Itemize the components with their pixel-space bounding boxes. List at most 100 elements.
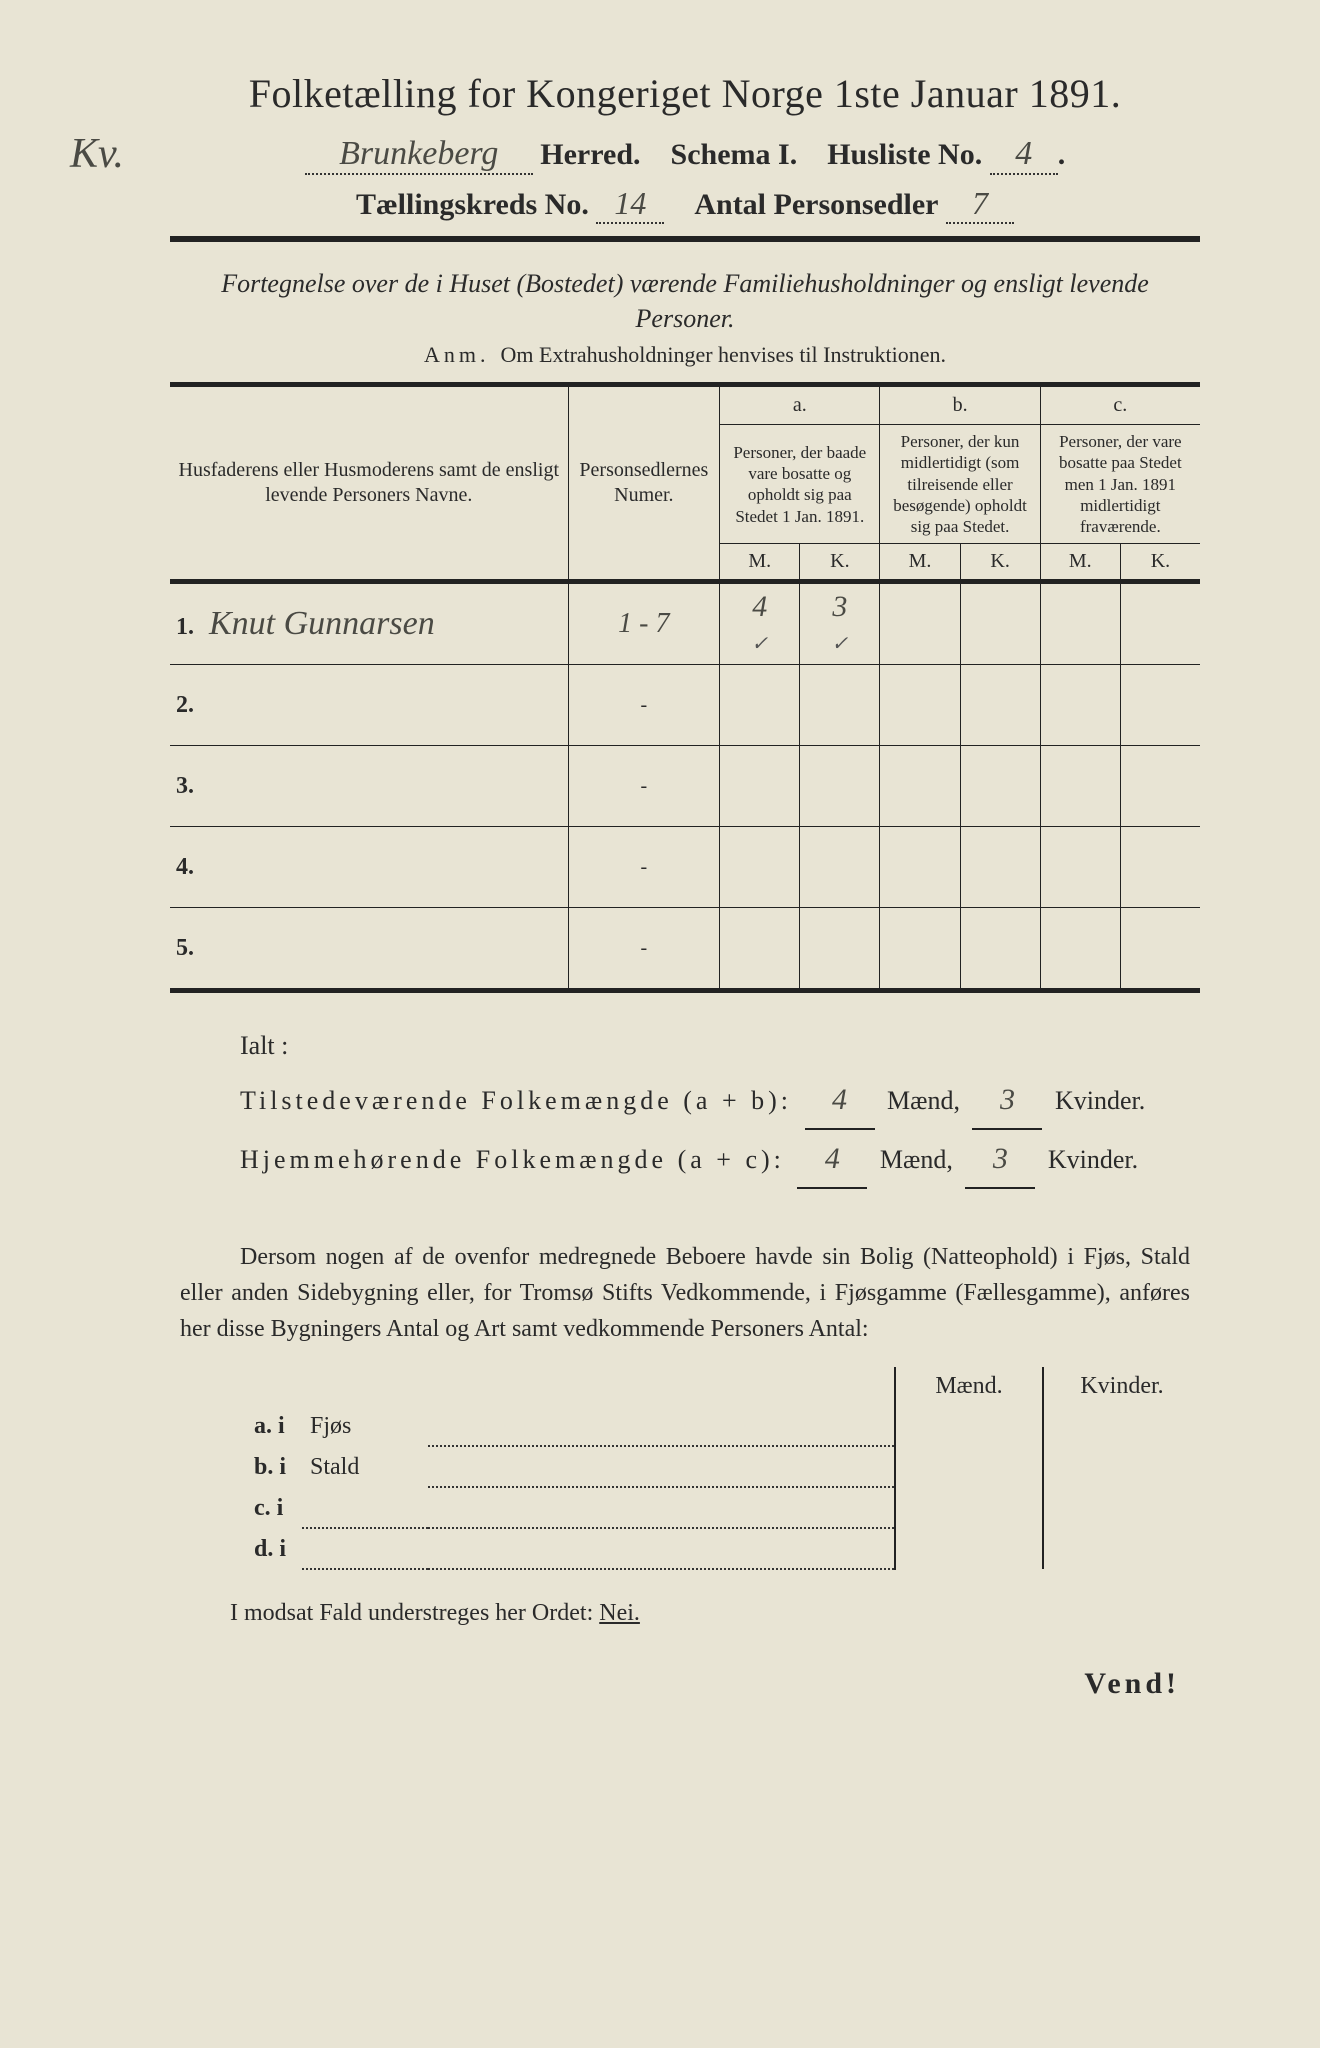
sidebuild-row: d. i: [170, 1528, 1200, 1569]
col1-header: Husfaderens eller Husmoderens samt de en…: [170, 385, 568, 582]
cell-ck: [1120, 827, 1200, 908]
row-key: b. i: [246, 1446, 302, 1487]
row-label: Stald: [302, 1446, 428, 1487]
census-form-page: Folketælling for Kongeriget Norge 1ste J…: [0, 0, 1320, 1741]
household-table: Husfaderens eller Husmoderens samt de en…: [170, 382, 1200, 993]
husliste-label: Husliste No.: [827, 138, 982, 171]
kvinder-label: Kvinder.: [1048, 1145, 1138, 1174]
cell-bk: [960, 827, 1040, 908]
ialt-label: Ialt :: [240, 1021, 1200, 1070]
herred-value: Brunkeberg: [305, 135, 533, 175]
sidebuild-row: a. i Fjøs: [170, 1406, 1200, 1446]
subtitle: Fortegnelse over de i Huset (Bostedet) v…: [170, 266, 1200, 336]
sidebuild-row: b. i Stald: [170, 1446, 1200, 1487]
cell-am: [720, 827, 800, 908]
col-c-text: Personer, der vare bosatte paa Stedet me…: [1040, 425, 1200, 544]
kreds-value: 14: [596, 185, 664, 224]
cell-am: 4✓: [720, 582, 800, 665]
cell-numer: -: [568, 746, 720, 827]
kreds-label: Tællingskreds No.: [356, 188, 589, 221]
nei-word: Nei.: [599, 1600, 640, 1626]
vend-label: Vend!: [170, 1667, 1180, 1701]
hjemme-label: Hjemmehørende Folkemængde (a + c):: [240, 1145, 785, 1174]
totals-line-1: Tilstedeværende Folkemængde (a + b): 4 M…: [240, 1071, 1200, 1130]
herred-label: Herred.: [540, 138, 640, 171]
kreds-line: Tællingskreds No. 14 Antal Personsedler …: [170, 185, 1200, 224]
col-b-label: b.: [880, 385, 1040, 425]
cell-ak: [800, 827, 880, 908]
cell-cm: [1040, 582, 1120, 665]
cell-numer: -: [568, 908, 720, 991]
cell-ak: 3✓: [800, 582, 880, 665]
antal-label: Antal Personsedler: [694, 188, 938, 221]
cell-ck: [1120, 746, 1200, 827]
col-c-label: c.: [1040, 385, 1200, 425]
table-row: 3. -: [170, 746, 1200, 827]
cell-am: [720, 908, 800, 991]
anm-label: Anm.: [424, 342, 490, 367]
col-a-label: a.: [720, 385, 880, 425]
cell-am: [720, 665, 800, 746]
cell-cm: [1040, 746, 1120, 827]
anm-note: Anm. Om Extrahusholdninger henvises til …: [170, 342, 1200, 368]
cell-bm: [880, 827, 960, 908]
anm-text: Om Extrahusholdninger henvises til Instr…: [501, 342, 946, 367]
cell-am: [720, 746, 800, 827]
cell-cm: [1040, 827, 1120, 908]
kvinder-label: Kvinder.: [1055, 1086, 1145, 1115]
tilstede-label: Tilstedeværende Folkemængde (a + b):: [240, 1086, 792, 1115]
divider: [170, 236, 1200, 242]
row-key: c. i: [246, 1487, 302, 1528]
cell-bk: [960, 582, 1040, 665]
cell-bm: [880, 746, 960, 827]
table-row: 4. -: [170, 827, 1200, 908]
herred-line: Brunkeberg Herred. Schema I. Husliste No…: [170, 135, 1200, 175]
a-m: M.: [720, 544, 800, 582]
col-a-text: Personer, der baade vare bosatte og opho…: [720, 425, 880, 544]
tilstede-m: 4: [805, 1071, 875, 1130]
margin-annotation: Kv.: [70, 130, 124, 178]
hjemme-k: 3: [965, 1130, 1035, 1189]
cell-numer: 1 - 7: [568, 582, 720, 665]
c-m: M.: [1040, 544, 1120, 582]
row-name: Knut Gunnarsen: [209, 605, 435, 642]
c-k: K.: [1120, 544, 1200, 582]
cell-numer: -: [568, 827, 720, 908]
totals-line-2: Hjemmehørende Folkemængde (a + c): 4 Mæn…: [240, 1130, 1200, 1189]
b-k: K.: [960, 544, 1040, 582]
cell-bk: [960, 665, 1040, 746]
hjemme-m: 4: [797, 1130, 867, 1189]
row-key: a. i: [246, 1406, 302, 1446]
sidebuild-row: c. i: [170, 1487, 1200, 1528]
kvinder-col: Kvinder.: [1043, 1367, 1200, 1406]
cell-cm: [1040, 908, 1120, 991]
sidebuilding-paragraph: Dersom nogen af de ovenfor medregnede Be…: [180, 1239, 1190, 1347]
table-row: 2. -: [170, 665, 1200, 746]
col-b-text: Personer, der kun midlertidigt (som tilr…: [880, 425, 1040, 544]
maend-label: Mænd,: [887, 1086, 960, 1115]
cell-bm: [880, 582, 960, 665]
cell-bk: [960, 908, 1040, 991]
cell-bm: [880, 665, 960, 746]
row-num: 2.: [176, 692, 204, 719]
husliste-value: 4: [990, 135, 1058, 175]
cell-ak: [800, 665, 880, 746]
row-key: d. i: [246, 1528, 302, 1569]
cell-bk: [960, 746, 1040, 827]
a-k: K.: [800, 544, 880, 582]
row-num: 5.: [176, 935, 204, 962]
antal-value: 7: [946, 185, 1014, 224]
cell-ak: [800, 746, 880, 827]
cell-ak: [800, 908, 880, 991]
page-title: Folketælling for Kongeriget Norge 1ste J…: [170, 70, 1200, 117]
row-num: 1.: [176, 614, 204, 641]
b-m: M.: [880, 544, 960, 582]
totals-block: Ialt : Tilstedeværende Folkemængde (a + …: [240, 1021, 1200, 1188]
maend-label: Mænd,: [880, 1145, 953, 1174]
row-label: Fjøs: [302, 1406, 428, 1446]
row-num: 4.: [176, 854, 204, 881]
cell-cm: [1040, 665, 1120, 746]
maend-col: Mænd.: [895, 1367, 1043, 1406]
cell-ck: [1120, 665, 1200, 746]
row-label: [302, 1528, 428, 1569]
